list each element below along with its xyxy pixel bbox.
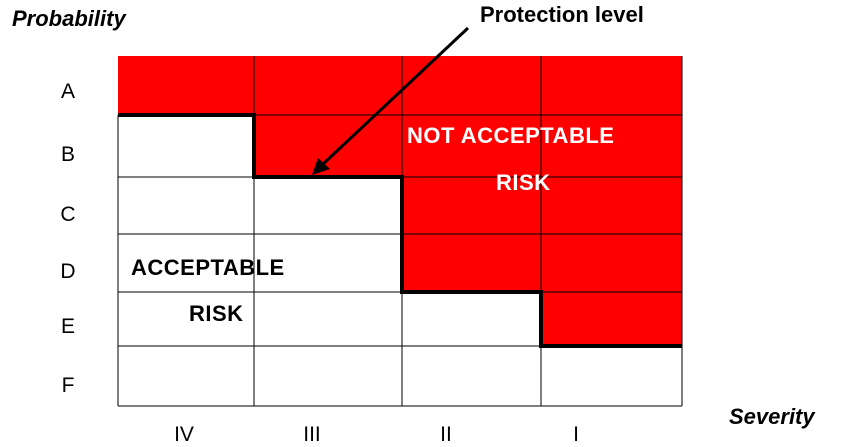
- col-label-iv: IV: [174, 423, 194, 446]
- protection-level-arrow: [312, 26, 470, 175]
- not-acceptable-label-line2: RISK: [496, 170, 551, 195]
- acceptable-label-line2: RISK: [189, 301, 244, 326]
- protection-level-line: [118, 113, 682, 348]
- row-label-e: E: [60, 315, 75, 338]
- col-label-iii: III: [303, 423, 321, 446]
- x-axis-title: Severity: [729, 404, 815, 429]
- col-label-i: I: [573, 423, 579, 446]
- col-label-ii: II: [440, 423, 452, 446]
- protection-level-label: Protection level: [480, 2, 644, 27]
- row-label-b: B: [60, 143, 75, 166]
- row-label-f: F: [61, 374, 75, 397]
- acceptable-label-line1: ACCEPTABLE: [131, 255, 285, 280]
- y-axis-title: Probability: [12, 6, 126, 31]
- not-acceptable-label-line1: NOT ACCEPTABLE: [407, 123, 615, 148]
- row-label-c: C: [60, 203, 76, 226]
- row-label-d: D: [60, 260, 76, 283]
- row-label-a: A: [60, 80, 75, 103]
